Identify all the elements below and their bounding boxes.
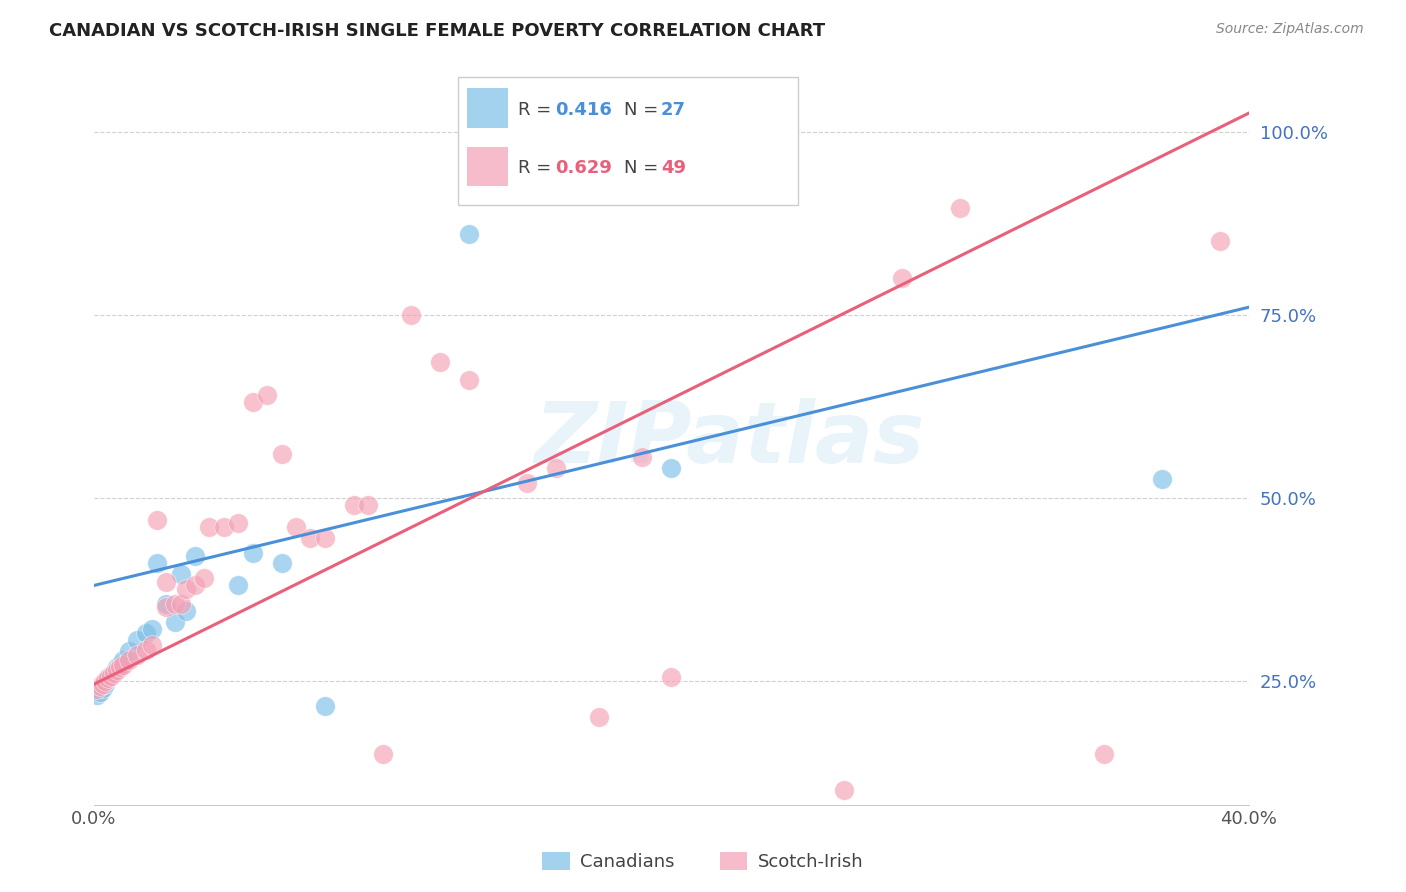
Point: [429, 355, 451, 369]
Point: [86, 688, 108, 702]
Point: [127, 648, 149, 662]
Point: [108, 657, 131, 672]
Point: [155, 574, 177, 589]
Point: [169, 597, 191, 611]
Point: [198, 520, 221, 534]
Point: [117, 644, 139, 658]
Point: [163, 615, 186, 629]
Point: [155, 597, 177, 611]
Point: [659, 670, 682, 684]
Point: [89, 684, 111, 698]
Point: [146, 512, 169, 526]
Text: R =: R =: [517, 101, 557, 119]
Point: [343, 498, 366, 512]
Point: [91, 681, 114, 695]
Text: Source: ZipAtlas.com: Source: ZipAtlas.com: [1216, 22, 1364, 37]
Text: 0.629: 0.629: [554, 159, 612, 178]
Point: [949, 202, 972, 216]
Point: [86, 682, 108, 697]
Point: [299, 531, 322, 545]
Point: [588, 710, 610, 724]
Point: [91, 676, 114, 690]
Point: [105, 660, 128, 674]
Point: [242, 395, 264, 409]
Point: [891, 271, 914, 285]
Point: [544, 461, 567, 475]
Text: N =: N =: [624, 159, 664, 178]
Point: [184, 578, 207, 592]
Point: [135, 626, 157, 640]
Point: [141, 639, 163, 653]
Point: [127, 633, 149, 648]
Point: [1150, 472, 1173, 486]
Point: [458, 227, 481, 241]
Text: 27: 27: [661, 101, 686, 119]
Point: [516, 475, 538, 490]
Text: CANADIAN VS SCOTCH-IRISH SINGLE FEMALE POVERTY CORRELATION CHART: CANADIAN VS SCOTCH-IRISH SINGLE FEMALE P…: [49, 22, 825, 40]
Point: [117, 653, 139, 667]
Point: [193, 571, 215, 585]
Point: [169, 567, 191, 582]
Point: [212, 520, 235, 534]
FancyBboxPatch shape: [467, 147, 509, 186]
Point: [226, 516, 249, 531]
Point: [270, 447, 292, 461]
Point: [458, 374, 481, 388]
Legend: Canadians, Scotch-Irish: Canadians, Scotch-Irish: [536, 846, 870, 879]
Point: [100, 669, 122, 683]
Point: [146, 557, 169, 571]
Point: [103, 665, 125, 679]
Point: [141, 623, 163, 637]
Point: [631, 450, 654, 465]
Point: [1209, 235, 1232, 249]
FancyBboxPatch shape: [458, 77, 799, 205]
Point: [776, 124, 799, 138]
Point: [94, 677, 117, 691]
Point: [163, 597, 186, 611]
Point: [155, 600, 177, 615]
Point: [103, 666, 125, 681]
Point: [717, 124, 740, 138]
Point: [371, 747, 394, 761]
Point: [226, 578, 249, 592]
Point: [834, 783, 856, 797]
Point: [94, 673, 117, 688]
Text: 49: 49: [661, 159, 686, 178]
Point: [659, 461, 682, 475]
Point: [357, 498, 380, 512]
Text: ZIPatlas: ZIPatlas: [534, 398, 924, 481]
Point: [314, 531, 336, 545]
Point: [176, 582, 198, 596]
Point: [184, 549, 207, 564]
Text: N =: N =: [624, 101, 664, 119]
Point: [97, 670, 120, 684]
Point: [97, 672, 120, 686]
Point: [135, 643, 157, 657]
Point: [89, 680, 111, 694]
Point: [108, 660, 131, 674]
Text: R =: R =: [517, 159, 557, 178]
Point: [401, 308, 423, 322]
Point: [176, 604, 198, 618]
Point: [100, 667, 122, 681]
Point: [1092, 747, 1115, 761]
Point: [111, 657, 134, 672]
FancyBboxPatch shape: [467, 88, 509, 128]
Point: [105, 664, 128, 678]
Point: [314, 699, 336, 714]
Text: 0.416: 0.416: [554, 101, 612, 119]
Point: [270, 557, 292, 571]
Point: [256, 388, 278, 402]
Point: [111, 653, 134, 667]
Point: [242, 545, 264, 559]
Point: [285, 520, 308, 534]
